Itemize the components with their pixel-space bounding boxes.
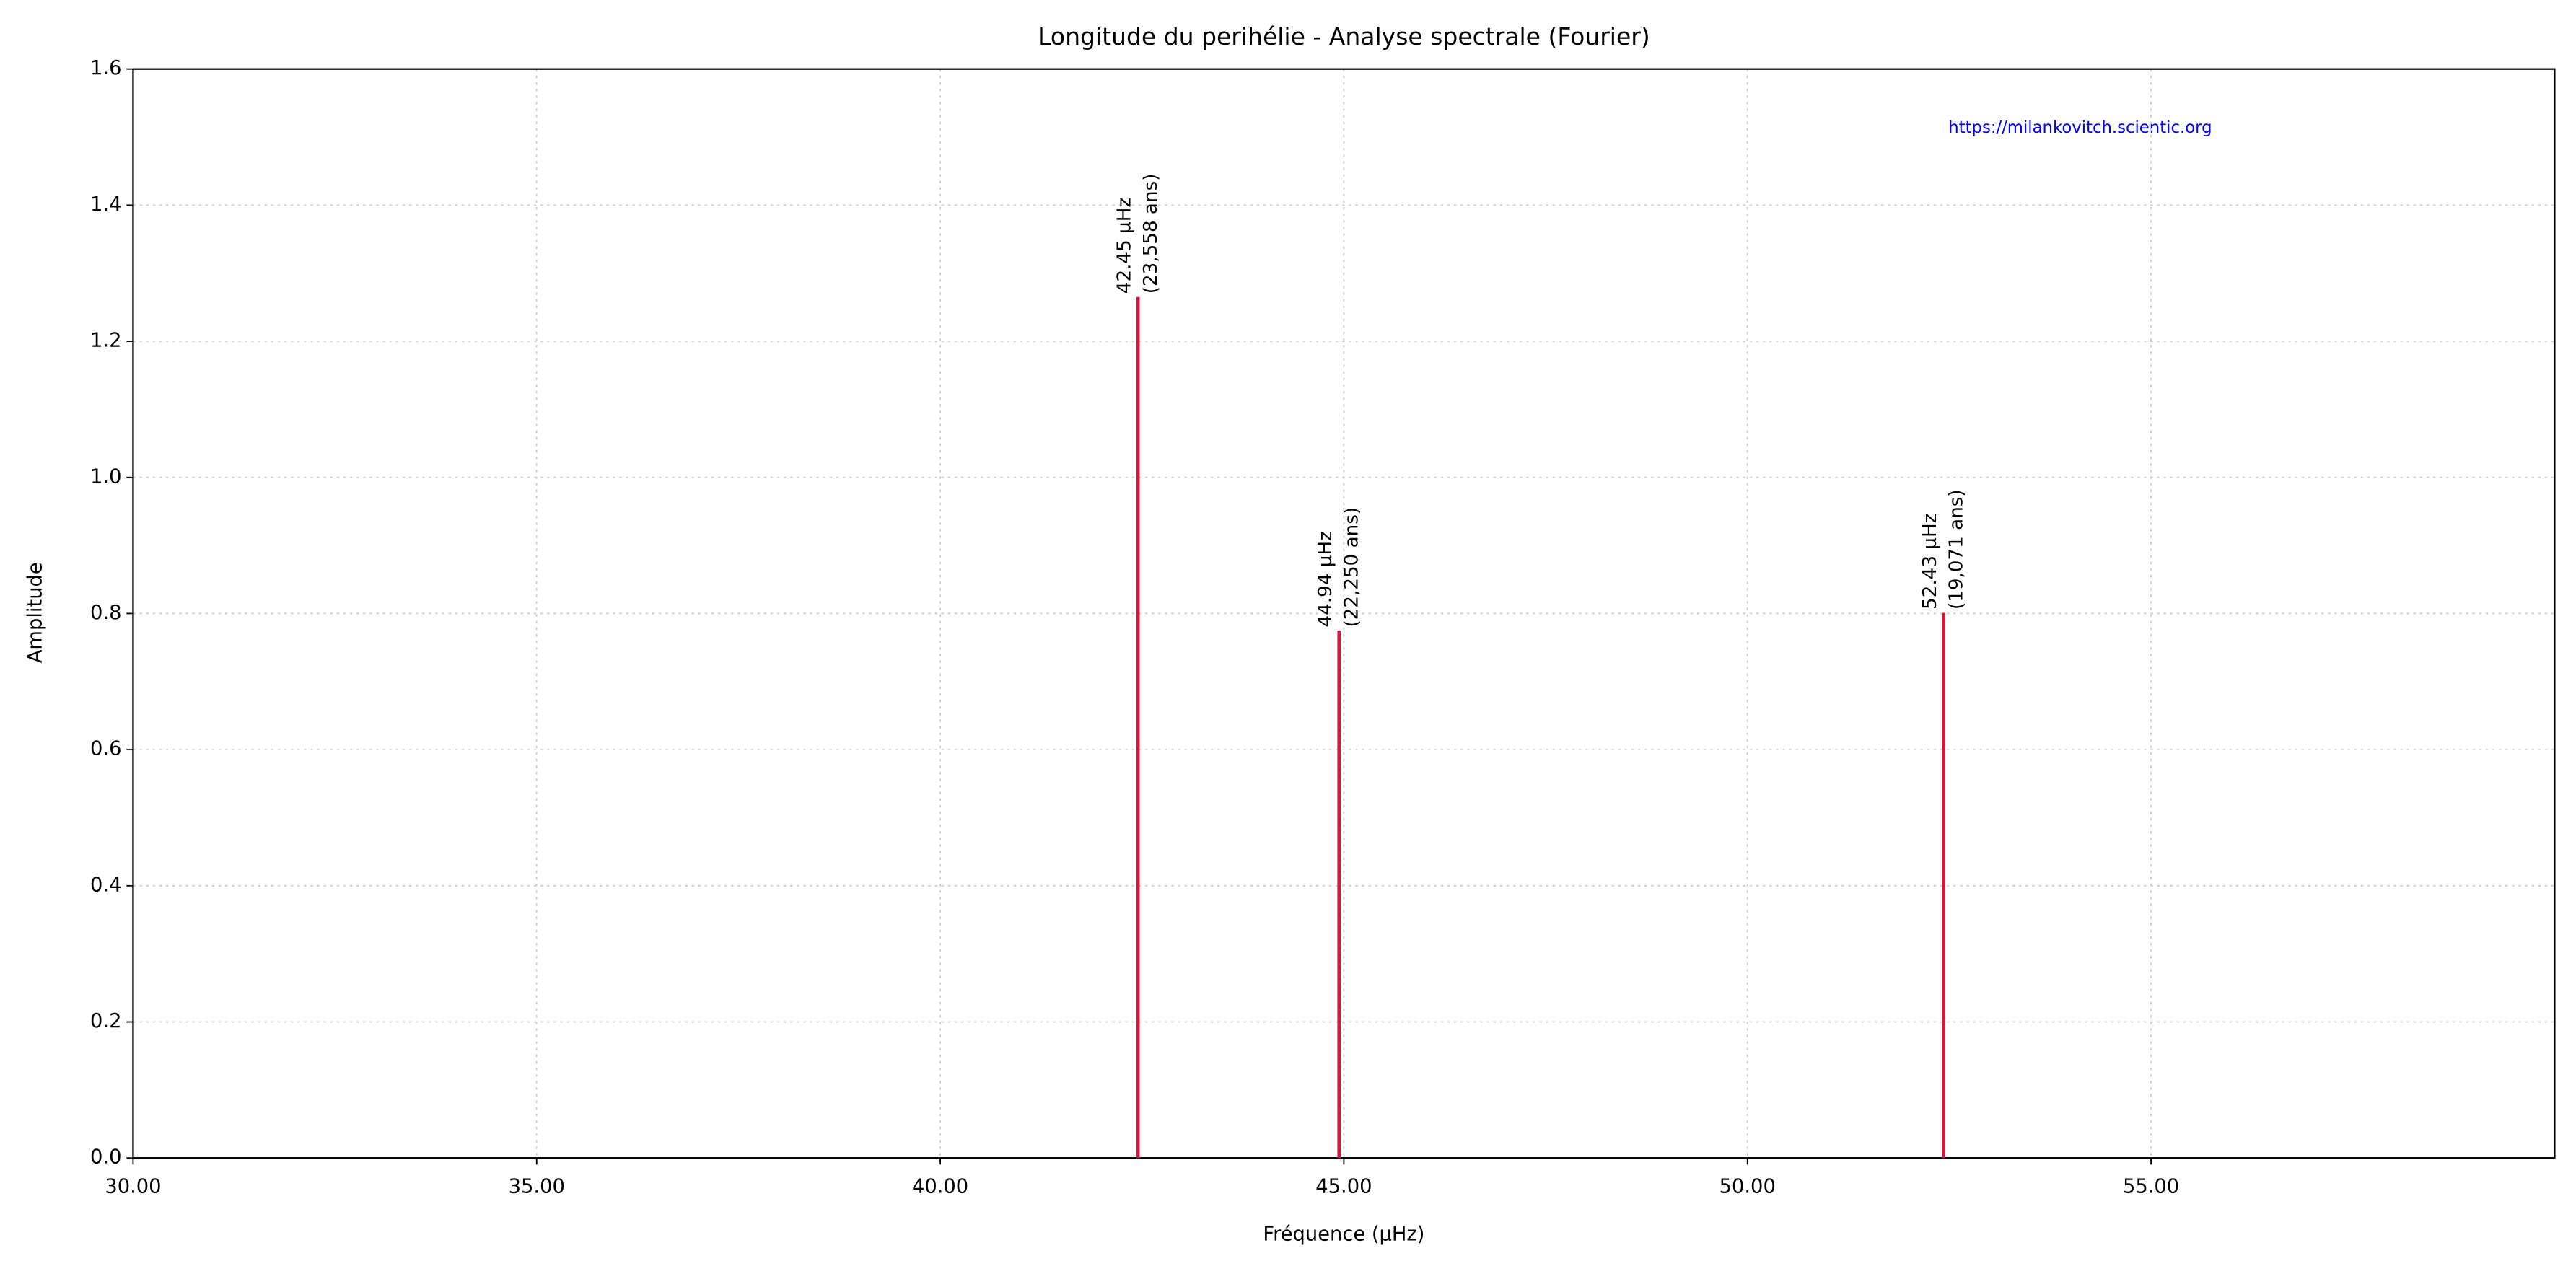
x-tick-label: 30.00 bbox=[105, 1176, 161, 1198]
x-tick-label: 40.00 bbox=[912, 1176, 968, 1198]
y-tick-label: 0.6 bbox=[90, 738, 121, 760]
x-tick-label: 50.00 bbox=[1719, 1176, 1776, 1198]
watermark: https://milankovitch.scientic.org bbox=[1948, 118, 2212, 137]
y-tick-label: 0.8 bbox=[90, 602, 121, 624]
x-tick-label: 35.00 bbox=[509, 1176, 565, 1198]
y-tick-label: 1.2 bbox=[90, 330, 121, 352]
peak-label: (22,250 ans) bbox=[1341, 507, 1362, 628]
peak-label: 44.94 µHz bbox=[1315, 531, 1336, 627]
peak-label: (23,558 ans) bbox=[1140, 174, 1162, 294]
chart-title: Longitude du perihélie - Analyse spectra… bbox=[1038, 22, 1650, 50]
y-tick-label: 1.0 bbox=[90, 465, 121, 488]
peak-label: 42.45 µHz bbox=[1113, 198, 1135, 294]
x-tick-label: 55.00 bbox=[2123, 1176, 2179, 1198]
plot-frame bbox=[132, 68, 2556, 1159]
y-axis-label: Amplitude bbox=[25, 562, 47, 663]
x-tick-label: 45.00 bbox=[1315, 1176, 1372, 1198]
y-tick-label: 0.2 bbox=[90, 1010, 121, 1032]
y-tick-label: 0.4 bbox=[90, 874, 121, 896]
peak-label: (19,071 ans) bbox=[1945, 489, 1967, 610]
y-tick-label: 1.4 bbox=[90, 193, 121, 216]
y-tick-label: 0.0 bbox=[90, 1146, 121, 1169]
y-tick-label: 1.6 bbox=[90, 57, 121, 79]
peak-label: 52.43 µHz bbox=[1919, 514, 1941, 610]
x-axis-label: Fréquence (µHz) bbox=[1263, 1224, 1424, 1246]
